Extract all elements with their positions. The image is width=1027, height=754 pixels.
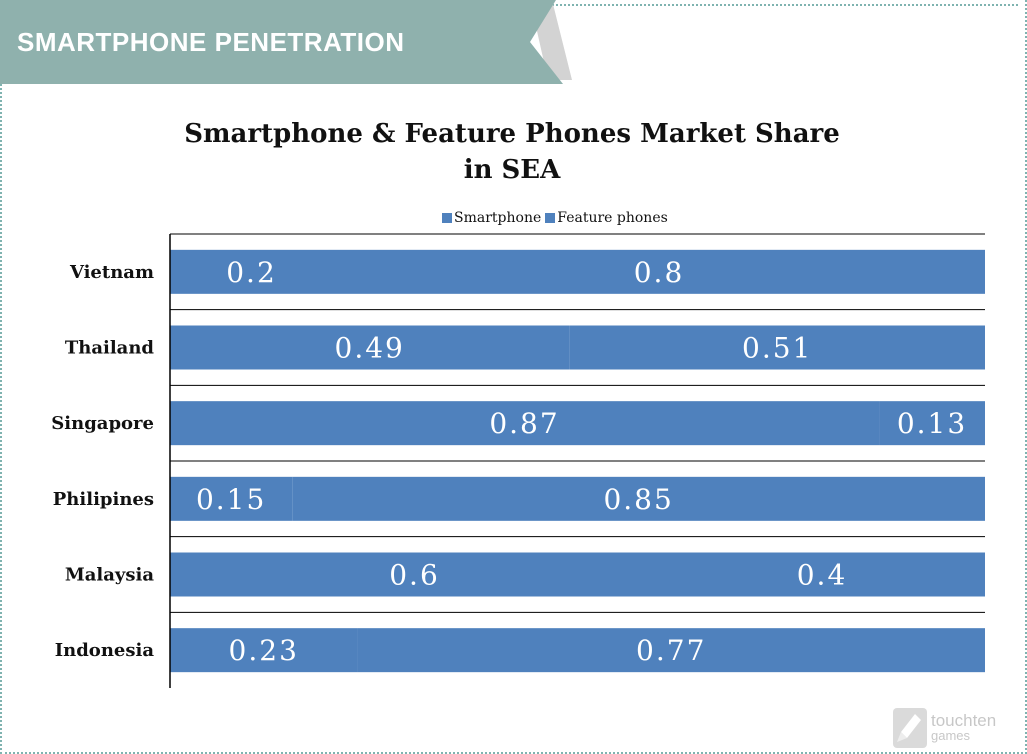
- bar-feature-phones: [879, 401, 985, 446]
- title-banner: [0, 0, 572, 84]
- data-label: 0.4: [797, 559, 848, 592]
- bar-feature-phones: [292, 476, 985, 521]
- touchten-games-logo: touchten games: [893, 708, 996, 748]
- legend-item-feature-phones: Feature phones: [545, 210, 668, 226]
- y-tick-label: Philipines: [53, 489, 154, 510]
- bar-feature-phones: [357, 628, 985, 673]
- legend-swatch-smartphone: [442, 213, 452, 223]
- bar-smartphone: [170, 325, 570, 370]
- data-label: 0.77: [636, 634, 706, 667]
- data-label: 0.2: [226, 256, 277, 289]
- data-label: 0.8: [634, 256, 685, 289]
- bar-feature-phones: [659, 552, 985, 597]
- data-label: 0.51: [742, 332, 812, 365]
- y-tick-label: Vietnam: [69, 262, 154, 283]
- logo-wordmark-line-1: touchten: [931, 711, 997, 730]
- rocket-logo-icon: [893, 708, 927, 748]
- data-label: 0.87: [489, 407, 559, 440]
- bar-feature-phones: [333, 249, 985, 294]
- y-tick-label: Thailand: [65, 338, 155, 359]
- page-title: SMARTPHONE PENETRATION: [17, 27, 405, 57]
- bar-feature-phones: [569, 325, 985, 370]
- bar-smartphone: [170, 552, 659, 597]
- data-label: 0.49: [335, 332, 405, 365]
- y-tick-label: Malaysia: [65, 565, 155, 586]
- logo-wordmark-line-2: games: [931, 728, 971, 743]
- data-label: 0.85: [603, 483, 673, 516]
- bar-smartphone: [170, 401, 880, 446]
- legend-item-smartphone: Smartphone: [442, 210, 541, 226]
- logo-wordmark: touchten games: [931, 711, 997, 743]
- chart-title-line-2: in SEA: [463, 155, 561, 185]
- chart-legend: Smartphone Feature phones: [442, 210, 668, 226]
- banner-background: [0, 0, 563, 84]
- chart-title: Smartphone & Feature Phones Market Share…: [150, 116, 874, 188]
- data-label: 0.23: [229, 634, 299, 667]
- data-label: 0.13: [897, 407, 967, 440]
- slide-top-border: [548, 4, 1018, 6]
- bar-smartphone: [170, 249, 333, 294]
- y-tick-label: Singapore: [51, 413, 154, 434]
- legend-swatch-feature-phones: [545, 213, 556, 223]
- bar-smartphone: [170, 628, 358, 673]
- data-label: 0.6: [389, 559, 440, 592]
- chart-title-line-1: Smartphone & Feature Phones Market Share: [184, 119, 840, 149]
- y-tick-label: Indonesia: [55, 640, 155, 661]
- legend-label-feature-phones: Feature phones: [557, 210, 668, 226]
- bar-smartphone: [170, 476, 293, 521]
- legend-label-smartphone: Smartphone: [454, 210, 542, 226]
- data-label: 0.15: [196, 483, 266, 516]
